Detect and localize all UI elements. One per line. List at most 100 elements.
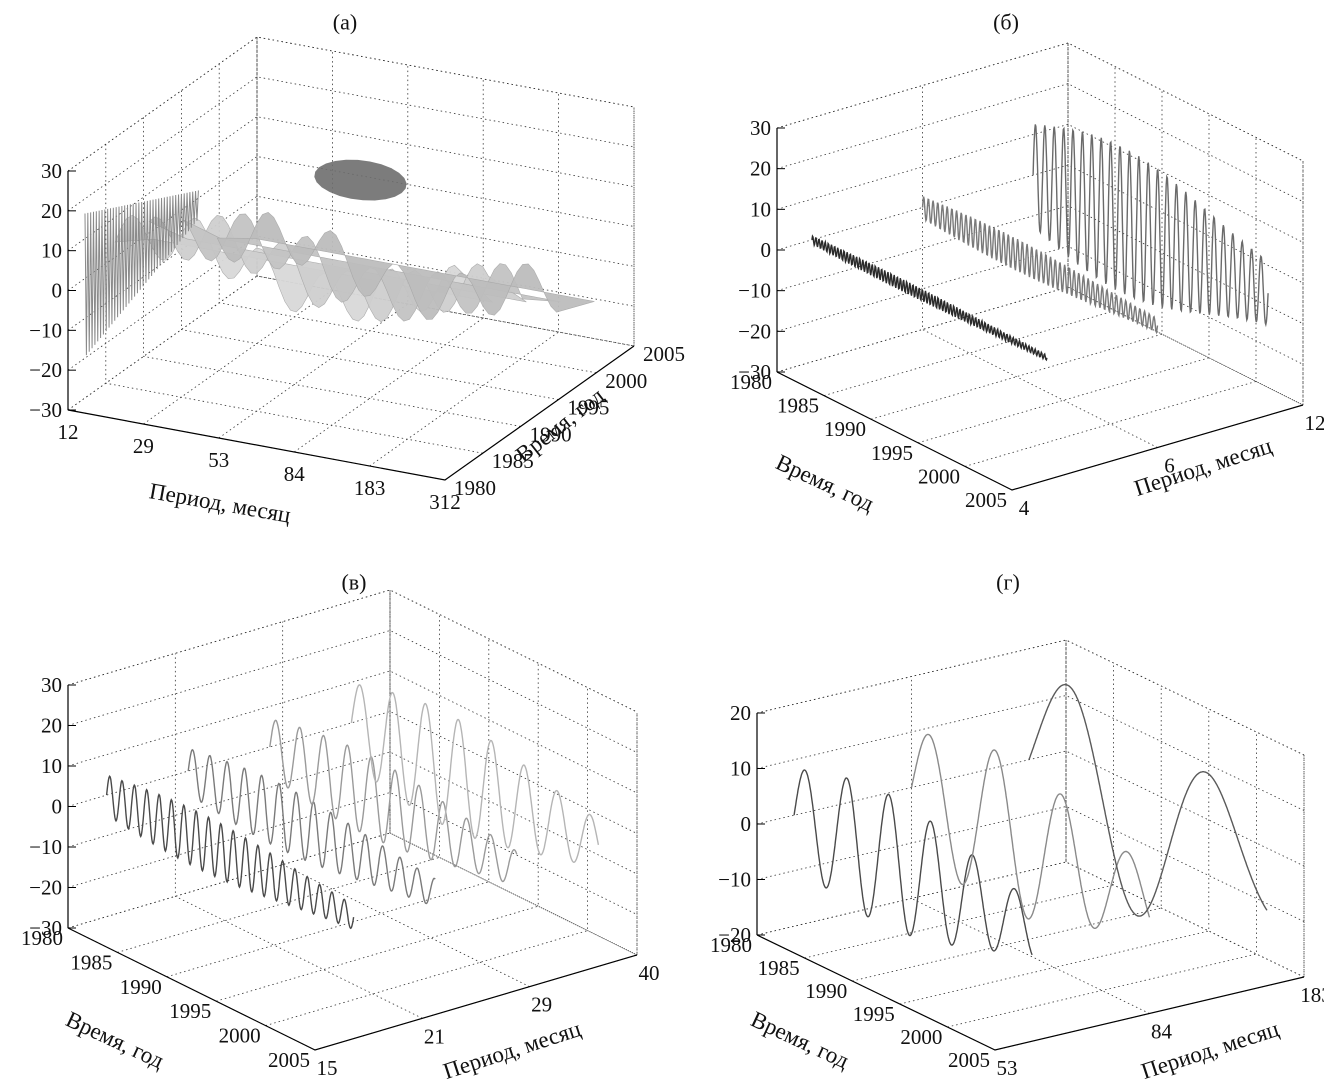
x-tick-label: 1985: [758, 956, 800, 980]
x-axis-label: Время, год: [62, 1006, 168, 1073]
x-tick-label: 29: [133, 434, 154, 458]
z-tick-label: 30: [41, 673, 62, 697]
top-edge: [67, 36, 635, 172]
x-gridline: [143, 51, 333, 425]
x-tick-label: 1995: [871, 441, 913, 465]
x-tick-label: 1985: [777, 394, 819, 418]
y-tick-label: 12: [1305, 411, 1324, 435]
surface-dark-patch: [314, 159, 407, 201]
z-gridline: [756, 639, 1305, 756]
panel-1: 30 20 10 0 −10 −20 −30198019851990199520002005…: [730, 10, 1324, 521]
series-line: [1028, 683, 1268, 917]
y-tick-label: 29: [531, 993, 552, 1017]
x-tick-label: 1990: [120, 975, 162, 999]
y-tick-label: 15: [317, 1056, 338, 1080]
z-tick-label: 0: [52, 279, 63, 303]
x-gridline: [947, 732, 1257, 1028]
panel-title: (г): [996, 570, 1020, 595]
y-tick-label: 1990: [530, 422, 572, 446]
floor-edge: [67, 927, 638, 1051]
x-tick-label: 12: [58, 420, 79, 444]
y-tick-label: 40: [639, 961, 660, 985]
z-tick-label: 20: [41, 714, 62, 738]
z-tick-label: 30: [41, 159, 62, 183]
y-tick-label: 53: [997, 1056, 1018, 1080]
panel-title: (б): [993, 10, 1019, 35]
z-tick-label: −30: [29, 398, 62, 422]
series-line: [793, 769, 1033, 956]
floor-edge: [756, 934, 1305, 1051]
z-tick-label: −20: [718, 923, 751, 947]
series-line: [1032, 124, 1269, 328]
x-gridline: [293, 79, 484, 453]
surface: [84, 159, 595, 356]
x-gridline: [67, 37, 258, 411]
top-edge: [776, 42, 1304, 162]
y-gridline: [174, 653, 423, 1019]
z-tick-label: 10: [41, 754, 62, 778]
z-tick-label: 10: [750, 197, 771, 221]
x-gridline: [899, 709, 1210, 1005]
x-tick-label: 183: [354, 476, 386, 500]
series-line: [350, 684, 600, 864]
x-gridline: [218, 65, 409, 439]
y-axis-label: Период, месяц: [1131, 433, 1275, 501]
panel-title: (а): [333, 10, 357, 35]
x-tick-label: 2000: [219, 1024, 261, 1048]
x-gridline: [314, 712, 638, 1051]
y-tick-label: 1980: [454, 476, 496, 500]
z-tick-label: 20: [730, 701, 751, 725]
x-axis-label: Время, год: [772, 449, 878, 516]
y-gridline: [282, 621, 530, 988]
x-tick-label: 53: [208, 448, 229, 472]
z-gridline: [756, 806, 1305, 922]
z-tick-label: −10: [738, 279, 771, 303]
y-gridline: [67, 685, 316, 1051]
surface-band: [216, 212, 595, 320]
z-tick-label: 0: [761, 238, 772, 262]
y-axis-label: Время, год: [511, 383, 609, 468]
series-line: [921, 196, 1159, 335]
y-gridline: [911, 676, 1150, 1014]
z-gridline: [776, 123, 1304, 243]
x-gridline: [216, 663, 539, 1002]
x-tick-label: 2005: [268, 1048, 310, 1072]
x-tick-label: 312: [429, 490, 461, 514]
z-tick-label: 10: [41, 239, 62, 263]
top-edge: [756, 639, 1305, 756]
series-line: [187, 748, 436, 905]
y-gridline: [1065, 640, 1305, 978]
x-tick-label: 1980: [710, 933, 752, 957]
z-gridline: [756, 861, 1305, 978]
y-tick-label: 84: [1151, 1020, 1173, 1044]
x-gridline: [852, 686, 1162, 982]
floor-edge: [776, 371, 1304, 491]
y-tick-label: 2005: [643, 342, 685, 366]
z-tick-label: 0: [52, 795, 63, 819]
z-gridline: [67, 195, 635, 331]
z-tick-label: −20: [29, 358, 62, 382]
series-lines: [105, 684, 600, 930]
z-tick-label: −10: [29, 318, 62, 342]
top-edge: [67, 589, 638, 713]
x-tick-label: 1985: [70, 950, 112, 974]
x-tick-label: 1990: [805, 979, 847, 1003]
series-line: [105, 775, 355, 930]
y-gridline: [180, 90, 559, 400]
y-gridline: [143, 117, 521, 427]
z-gridline: [67, 76, 635, 212]
z-tick-label: −10: [718, 868, 751, 892]
x-tick-label: 1990: [824, 417, 866, 441]
x-axis-label: Период, месяц: [147, 478, 292, 527]
panel-title: (в): [341, 570, 366, 595]
x-tick-label: 1980: [21, 926, 63, 950]
series-lines: [793, 683, 1268, 956]
z-gridline: [776, 286, 1304, 406]
series-lines: [811, 124, 1269, 362]
y-axis-label: Период, месяц: [440, 1016, 584, 1084]
surface-ridge: [84, 190, 199, 356]
y-gridline: [105, 144, 483, 454]
